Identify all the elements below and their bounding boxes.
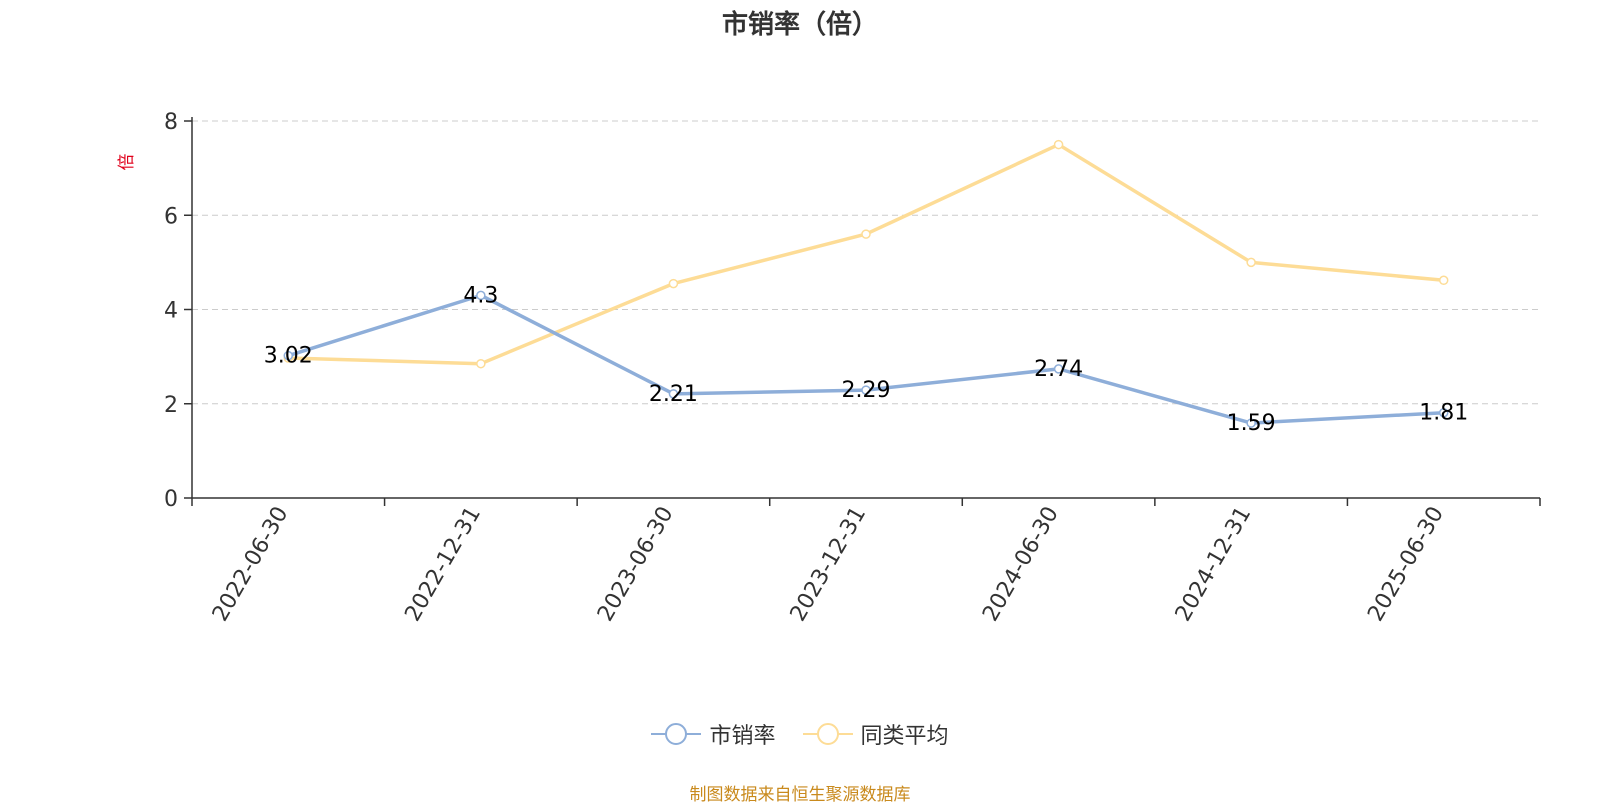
y-tick-label: 0: [164, 487, 178, 512]
series-line-2: [288, 142, 1444, 366]
data-label: 2.29: [842, 378, 891, 403]
data-point-series-2: [1438, 275, 1449, 286]
legend-item-series-1[interactable]: 市销率: [651, 718, 776, 750]
data-point-series-2: [1053, 139, 1064, 150]
data-point-series-1: [476, 290, 486, 301]
data-point-series-1: [668, 389, 679, 399]
data-point-series-2: [476, 358, 486, 369]
data-label: 1.81: [1419, 401, 1468, 426]
x-tick-label: 2024-06-30: [978, 503, 1064, 626]
x-tick-label: 2022-06-30: [208, 503, 294, 626]
y-axis-label: 倍: [117, 154, 137, 171]
data-label: 2.21: [649, 382, 698, 407]
legend-label-series-1: 市销率: [709, 724, 776, 749]
x-tick-label: 2023-06-30: [593, 503, 679, 626]
data-label: 2.74: [1034, 357, 1083, 382]
x-tick-label: 2025-06-30: [1363, 503, 1449, 626]
y-tick-label: 2: [164, 393, 178, 418]
data-label: 1.59: [1227, 411, 1276, 436]
legend: 市销率 同类平均: [0, 718, 1600, 753]
data-point-series-2: [861, 229, 871, 239]
legend-label-series-2: 同类平均: [860, 724, 949, 749]
legend-marker-icon-series-1: [651, 723, 702, 745]
data-point-series-1: [861, 385, 871, 395]
data-point-series-1: [1053, 364, 1064, 374]
legend-item-series-2[interactable]: 同类平均: [802, 718, 949, 750]
data-point-series-1: [283, 350, 294, 361]
x-tick-label: 2022-12-31: [400, 503, 486, 626]
data-point-series-1: [1438, 407, 1449, 418]
data-point-series-2: [1246, 257, 1256, 268]
source-note: 制图数据来自恒生聚源数据库: [689, 785, 911, 805]
data-point-series-1: [1246, 418, 1256, 428]
data-point-series-2: [668, 278, 679, 289]
legend-marker-icon-series-2: [802, 723, 853, 745]
y-tick-label: 4: [164, 299, 178, 324]
y-tick-label: 6: [164, 204, 178, 229]
data-label: 4.3: [463, 283, 498, 308]
chart-title: 市销率（倍）: [721, 10, 878, 40]
x-tick-label: 2023-12-31: [786, 503, 872, 626]
x-tick-label: 2024-12-31: [1171, 503, 1257, 626]
y-tick-label: 8: [164, 110, 178, 135]
data-label: 3.02: [264, 344, 313, 369]
